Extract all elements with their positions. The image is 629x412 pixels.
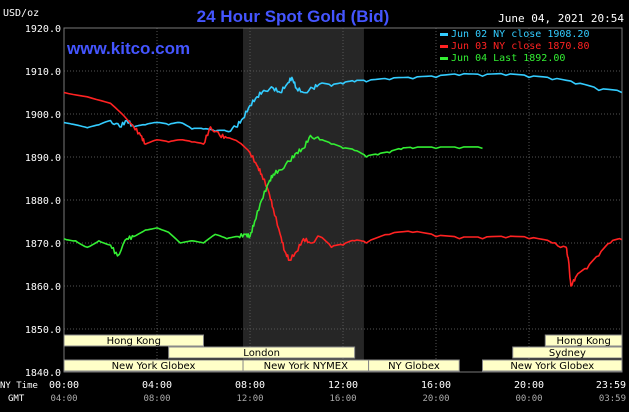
market-session-box xyxy=(482,359,623,372)
market-session-label: Hong Kong xyxy=(556,336,610,347)
unit-label: USD/oz xyxy=(3,8,39,19)
gmt-tick-label: 00:00 xyxy=(515,394,542,404)
grid-lines xyxy=(63,27,623,373)
x-tick-label: 16:00 xyxy=(421,380,451,391)
y-tick-label: 1880.0 xyxy=(25,196,61,207)
y-tick-label: 1920.0 xyxy=(25,24,61,35)
timestamp: June 04, 2021 20:54 xyxy=(498,12,624,25)
chart-title: 24 Hour Spot Gold (Bid) xyxy=(197,7,390,26)
market-session-label: Sydney xyxy=(549,348,586,359)
legend-entry: Jun 04 Last 1892.00 xyxy=(451,53,565,64)
market-sessions: Hong Kong London New York Globex New York N… xyxy=(63,334,623,372)
market-session-label: Hong Kong xyxy=(107,336,161,347)
y-tick-label: 1910.0 xyxy=(25,67,61,78)
legend-entry: Jun 02 NY close 1908.20 xyxy=(451,29,589,40)
x-tick-label: 23:59 xyxy=(596,380,626,391)
y-tick-label: 1870.0 xyxy=(25,239,61,250)
y-tick-label: 1860.0 xyxy=(25,282,61,293)
y-tick-label: 1850.0 xyxy=(25,325,61,336)
y-tick-label: 1890.0 xyxy=(25,153,61,164)
market-session-box xyxy=(168,346,356,359)
series-line xyxy=(63,72,623,133)
x-axis-ticks: 00:00 04:00 04:00 08:00 08:00 12:00 12:00 16:00… xyxy=(49,380,626,404)
y-tick-label: 1900.0 xyxy=(25,110,61,121)
plot-frame xyxy=(63,27,623,373)
market-session-box xyxy=(368,359,460,372)
gmt-tick-label: 20:00 xyxy=(422,394,449,404)
y-tick-label: 1840.0 xyxy=(25,368,61,379)
gmt-tick-label: 04:00 xyxy=(50,394,77,404)
gmt-tick-label: 16:00 xyxy=(329,394,356,404)
x-tick-label: 12:00 xyxy=(328,380,358,391)
y-axis-ticks: 1920.0 1910.0 1900.0 1890.0 1880.0 1870.0 1860… xyxy=(25,24,61,379)
market-session-label: New York NYMEX xyxy=(264,361,349,372)
price-lines xyxy=(63,72,623,287)
series-line xyxy=(63,134,483,257)
legend-swatch xyxy=(440,45,448,48)
market-session-label: New York Globex xyxy=(510,361,594,372)
legend-swatch xyxy=(440,57,448,60)
series-line xyxy=(63,91,623,287)
x-tick-label: 00:00 xyxy=(49,380,79,391)
market-session-label: New York Globex xyxy=(112,361,196,372)
legend-entry: Jun 03 NY close 1870.80 xyxy=(451,41,589,52)
legend-swatch xyxy=(440,33,448,36)
source-label: www.kitco.com xyxy=(66,39,190,58)
market-session-label: London xyxy=(243,348,280,359)
market-session-label: NY Globex xyxy=(388,361,440,372)
x-tick-label: 20:00 xyxy=(514,380,544,391)
x-row-label: NY Time xyxy=(0,381,38,391)
x-tick-label: 08:00 xyxy=(235,380,265,391)
market-session-box xyxy=(63,334,204,347)
x-tick-label: 04:00 xyxy=(142,380,172,391)
market-session-box xyxy=(544,334,623,347)
market-session-box xyxy=(512,346,623,359)
gmt-tick-label: 12:00 xyxy=(236,394,263,404)
gmt-row-label: GMT xyxy=(8,394,25,404)
gmt-tick-label: 03:59 xyxy=(599,394,626,404)
gmt-tick-label: 08:00 xyxy=(143,394,170,404)
